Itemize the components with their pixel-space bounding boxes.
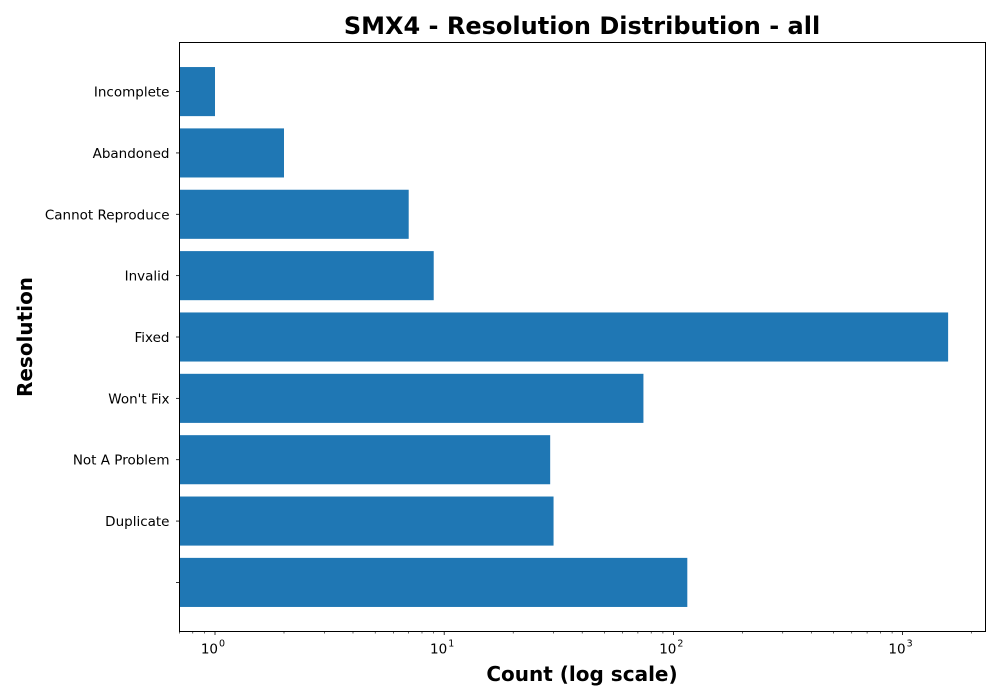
x-axis: 10 0 10 1 10 2 10 3 — [179, 631, 972, 658]
bar-5 — [179, 251, 434, 301]
bar-7 — [179, 128, 284, 178]
x-tick-exponent: 3 — [907, 639, 913, 650]
bar-2 — [179, 435, 551, 485]
bar-6 — [179, 189, 409, 239]
x-tick-base: 10 — [201, 642, 218, 658]
x-tick-base: 10 — [659, 642, 676, 658]
bar-4 — [179, 312, 949, 362]
y-axis: Duplicate Not A Problem Won't Fix Fixed Inva… — [45, 85, 180, 583]
x-tick-exponent: 1 — [448, 639, 454, 650]
y-tick-label: Duplicate — [105, 514, 169, 530]
x-tick-label: 10 1 — [430, 639, 454, 658]
x-tick-exponent: 2 — [677, 639, 683, 650]
x-axis-label: Count (log scale) — [486, 662, 677, 686]
y-axis-label: Resolution — [13, 277, 37, 397]
x-tick-base: 10 — [430, 642, 447, 658]
x-tick-exponent: 0 — [219, 639, 225, 650]
y-tick-label: Cannot Reproduce — [45, 207, 170, 223]
x-tick-label: 10 3 — [888, 639, 912, 658]
bar-1 — [179, 496, 554, 546]
bar-3 — [179, 373, 644, 423]
y-tick-label: Abandoned — [93, 146, 170, 162]
y-tick-label: Not A Problem — [73, 453, 170, 469]
bar-8 — [179, 67, 216, 117]
x-tick-base: 10 — [888, 642, 905, 658]
x-tick-label: 10 2 — [659, 639, 683, 658]
bars-layer — [179, 67, 949, 607]
y-tick-label: Won't Fix — [108, 391, 169, 407]
x-tick-label: 10 0 — [201, 639, 225, 658]
chart-title: SMX4 - Resolution Distribution - all — [344, 12, 820, 40]
y-tick-label: Fixed — [135, 330, 170, 346]
bar-0 — [179, 557, 688, 607]
y-tick-label: Invalid — [125, 269, 170, 285]
y-tick-label: Incomplete — [94, 85, 170, 101]
